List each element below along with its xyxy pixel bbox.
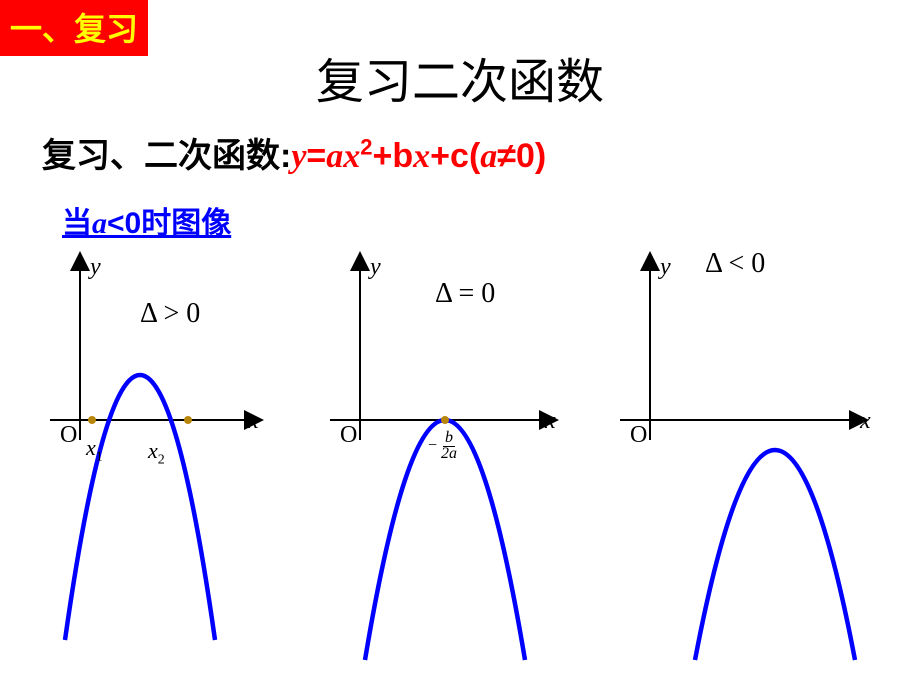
case-prefix: 当 xyxy=(62,207,92,240)
case-cond: <0时图像 xyxy=(107,207,231,240)
x-axis-label: x xyxy=(545,408,556,435)
graph-delta-negative: y x O Δ < 0 xyxy=(610,240,900,670)
parabola-curve xyxy=(695,450,855,660)
var-x2: x xyxy=(413,138,430,175)
vertex-den: 2a xyxy=(439,445,459,462)
vertex-label: −b2a xyxy=(428,430,459,462)
equation-subtitle: 复习、二次函数:y=ax2+bx+c(a≠0) xyxy=(42,128,546,177)
var-a: a xyxy=(326,138,343,175)
plus-1: + xyxy=(373,137,393,175)
root-dot-1 xyxy=(88,416,96,424)
case-a: a xyxy=(92,207,107,240)
exp-2: 2 xyxy=(360,135,372,160)
colon: : xyxy=(280,137,291,175)
var-y: y xyxy=(291,138,306,175)
paren-open: ( xyxy=(469,137,480,175)
paren-close: ) xyxy=(535,137,546,175)
graph-delta-zero: y x O Δ = 0 −b2a xyxy=(320,240,610,670)
origin-label: O xyxy=(340,422,357,449)
root-label-1: x1 xyxy=(86,435,103,465)
plus-2: + xyxy=(430,137,450,175)
graph-delta-positive: y x O Δ > 0 x1 x2 xyxy=(30,240,320,670)
delta-label: Δ = 0 xyxy=(435,278,495,310)
parabola-curve xyxy=(65,375,215,640)
page-title: 复习二次函数 xyxy=(0,42,920,112)
subtitle-prefix: 复习、二次函数 xyxy=(42,137,280,175)
graph-svg-3 xyxy=(610,240,900,670)
y-axis-label: y xyxy=(370,254,381,281)
origin-label: O xyxy=(630,422,647,449)
var-a2: a xyxy=(480,138,497,175)
zero: 0 xyxy=(516,137,535,175)
delta-label: Δ > 0 xyxy=(140,298,200,330)
case-heading: 当a<0时图像 xyxy=(62,198,231,242)
vertex-dot xyxy=(441,416,449,424)
root-dot-2 xyxy=(184,416,192,424)
root-label-2: x2 xyxy=(148,438,165,468)
x-axis-label: x xyxy=(860,408,871,435)
origin-label: O xyxy=(60,422,77,449)
graphs-row: y x O Δ > 0 x1 x2 y x O Δ = 0 −b2a xyxy=(30,240,900,670)
y-axis-label: y xyxy=(660,254,671,281)
var-x: x xyxy=(343,138,360,175)
neq-sign: ≠ xyxy=(497,137,516,175)
eq-sign: = xyxy=(306,137,326,175)
var-c: c xyxy=(450,137,469,175)
var-b: b xyxy=(392,137,413,175)
x-axis-label: x xyxy=(248,408,259,435)
y-axis-label: y xyxy=(90,254,101,281)
vertex-minus: − xyxy=(428,438,437,454)
delta-label: Δ < 0 xyxy=(705,248,765,280)
